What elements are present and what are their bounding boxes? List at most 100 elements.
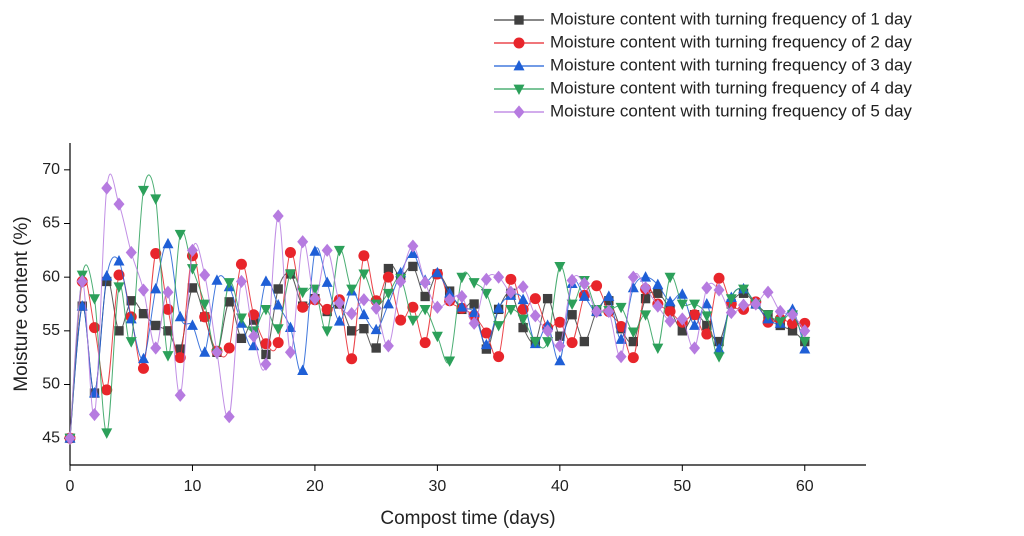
marker — [702, 320, 712, 331]
marker — [456, 289, 468, 304]
marker — [321, 303, 333, 315]
marker — [591, 280, 603, 292]
marker — [713, 283, 725, 297]
marker — [223, 278, 235, 289]
marker — [297, 301, 309, 313]
marker — [199, 268, 211, 282]
marker — [88, 407, 100, 422]
marker — [407, 301, 419, 313]
marker — [163, 326, 173, 336]
marker — [150, 248, 162, 260]
marker — [787, 326, 798, 336]
marker — [444, 356, 456, 367]
marker — [664, 272, 676, 284]
marker — [321, 243, 333, 257]
marker — [248, 309, 260, 321]
marker — [211, 274, 223, 285]
marker — [272, 209, 284, 223]
marker — [664, 306, 676, 318]
marker — [174, 352, 186, 364]
marker — [125, 337, 137, 348]
marker — [321, 276, 333, 287]
marker — [566, 273, 578, 287]
marker — [444, 293, 456, 307]
marker — [370, 301, 382, 315]
x-tick-label: 60 — [796, 478, 814, 495]
marker — [174, 388, 186, 402]
marker — [578, 277, 590, 291]
marker — [333, 245, 345, 257]
marker — [542, 293, 553, 304]
marker — [309, 292, 321, 306]
marker — [469, 299, 479, 309]
marker — [187, 283, 198, 293]
marker — [358, 269, 370, 280]
marker — [676, 312, 688, 326]
marker — [713, 343, 725, 354]
marker — [480, 272, 492, 286]
marker — [456, 301, 468, 312]
marker — [456, 272, 468, 284]
marker — [615, 321, 627, 333]
marker — [518, 322, 528, 333]
marker — [235, 258, 247, 270]
marker — [725, 294, 737, 305]
marker — [444, 287, 456, 298]
marker — [431, 300, 443, 314]
marker — [627, 270, 639, 284]
marker — [714, 336, 724, 347]
marker — [248, 329, 260, 343]
marker — [395, 274, 407, 289]
marker — [529, 293, 541, 305]
marker — [101, 428, 113, 439]
marker — [517, 280, 529, 294]
marker — [615, 349, 627, 364]
marker — [407, 247, 419, 258]
marker — [297, 364, 309, 375]
marker — [101, 384, 113, 396]
marker — [640, 293, 651, 304]
marker — [174, 310, 186, 322]
marker — [799, 324, 811, 338]
marker — [186, 319, 198, 330]
marker — [774, 304, 786, 319]
marker — [358, 250, 370, 262]
marker — [566, 337, 578, 349]
marker — [358, 293, 370, 307]
marker — [382, 271, 394, 283]
marker — [359, 324, 369, 334]
marker — [113, 197, 125, 211]
marker — [284, 345, 296, 359]
marker — [235, 274, 247, 289]
marker — [787, 317, 799, 329]
marker — [689, 341, 701, 355]
marker — [603, 290, 615, 301]
marker — [125, 245, 137, 260]
marker — [555, 331, 565, 341]
marker — [407, 315, 419, 327]
y-tick-label: 55 — [42, 322, 60, 339]
marker — [652, 278, 664, 290]
marker — [101, 181, 113, 195]
marker — [677, 326, 687, 336]
legend-label: Moisture content with turning frequency … — [550, 9, 912, 28]
marker — [554, 354, 566, 366]
marker — [113, 282, 125, 293]
marker — [137, 185, 149, 197]
marker — [554, 316, 566, 328]
x-tick-label: 0 — [66, 478, 75, 495]
marker — [383, 263, 394, 274]
marker — [529, 337, 541, 348]
marker — [186, 264, 198, 275]
marker — [513, 105, 525, 119]
marker — [493, 270, 505, 284]
marker — [162, 351, 174, 362]
marker — [408, 261, 418, 272]
marker — [505, 273, 517, 285]
y-tick-label: 60 — [42, 268, 60, 285]
marker — [407, 239, 419, 253]
marker — [517, 293, 529, 305]
marker — [223, 410, 235, 424]
x-tick-label: 40 — [551, 478, 569, 495]
marker — [126, 296, 136, 306]
